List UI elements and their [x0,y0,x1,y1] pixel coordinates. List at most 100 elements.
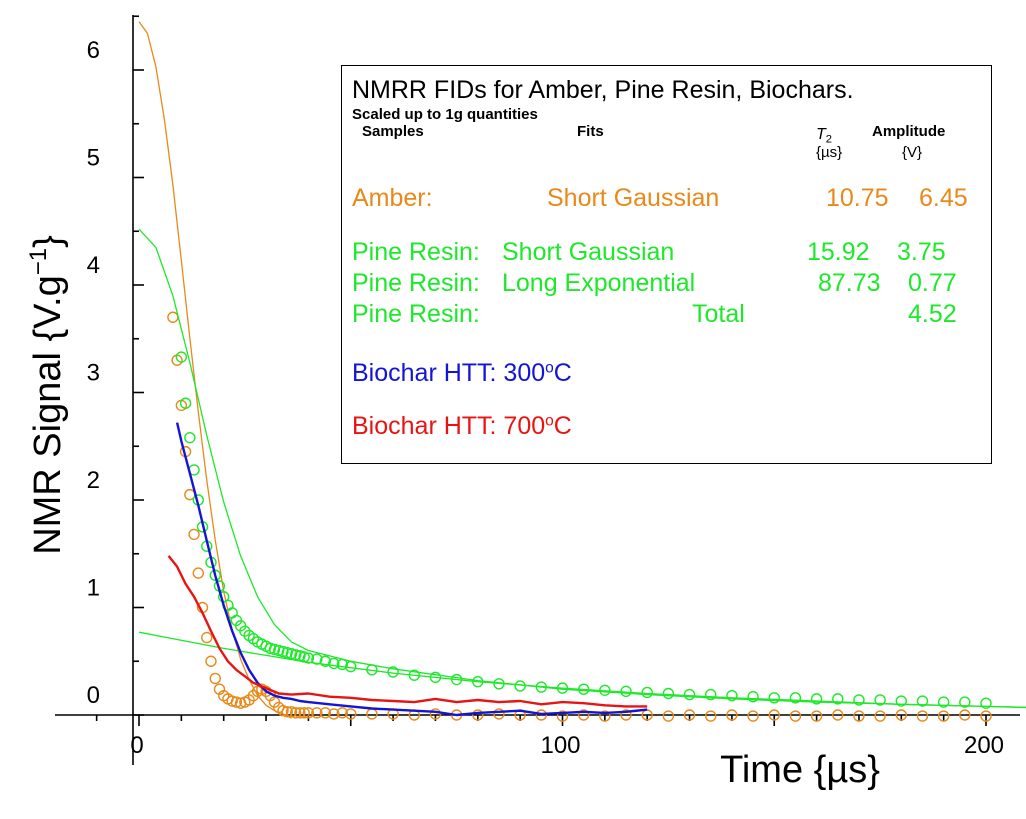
data-point [179,397,192,409]
y-axis-title-sup: −1 [25,248,52,275]
data-point [285,648,298,660]
legend-row-biochar-300: Biochar HTT: 300oC [352,359,572,388]
legend-row-biochar-300-sup: o [545,359,554,377]
data-point [167,311,179,323]
legend-row-biochar-700-main: Biochar HTT: 700 [352,412,546,440]
data-point [620,709,632,721]
data-point [302,652,315,664]
data-point [980,710,992,722]
data-point [874,710,886,722]
data-point [874,694,886,706]
legend-row-pine-long-fit: Long Exponential [502,269,696,297]
data-point [747,691,759,703]
x-tick-label: 0 [130,732,143,759]
data-point [683,688,696,701]
y-tick-label: 6 [87,37,100,64]
data-point [937,696,950,708]
data-point [209,569,221,581]
y-tick-label: 3 [87,360,100,387]
data-point [268,643,281,656]
series-line [138,21,292,719]
legend-row-pine-total-sample: Pine Resin: [352,300,480,328]
data-point [205,655,217,667]
data-point [726,709,738,721]
data-point [319,707,332,719]
legend-row-amber-fit: Short Gaussian [547,184,720,212]
data-point [705,688,717,701]
data-point [705,710,717,722]
legend-row-amber-amp: 6.45 [919,184,968,212]
data-point [895,709,907,721]
data-point [184,431,196,444]
data-point [599,710,611,722]
axes: 0 100 200 0 1 2 3 4 5 6 [55,15,1020,765]
legend-row-pine-total-fit: Total [692,300,745,328]
data-point [226,695,238,707]
legend-row-pine-short-fit: Short Gaussian [502,238,675,266]
legend-row-pine-long-amp: 0.77 [908,269,957,297]
series-4 [138,631,1026,709]
legend-row-pine-long-t2: 87.73 [818,269,881,297]
data-point [277,705,289,717]
data-point [853,710,865,722]
series-line [138,228,1026,709]
data-point [959,709,971,721]
data-point [319,655,332,667]
data-point [535,709,548,721]
data-point [789,692,802,704]
series-0 [167,311,992,722]
legend-row-pine-short-sample: Pine Resin: [352,238,480,266]
data-point [273,644,285,657]
data-point [916,695,929,707]
series-2 [175,351,992,709]
y-tick-label: 0 [87,682,100,709]
data-point [264,642,276,655]
x-tick-label: 100 [540,732,580,759]
data-point [328,657,340,670]
legend-title: NMRR FIDs for Amber, Pine Resin, Biochar… [352,76,854,104]
legend-row-pine-short-amp: 3.75 [897,238,946,266]
data-point [345,708,357,720]
data-point [429,708,442,720]
legend-head-t2-letter: T [816,126,826,143]
data-point [810,710,823,722]
series-1 [138,21,292,719]
data-point [192,567,204,579]
data-point [832,709,844,721]
data-point [281,706,293,718]
data-point [289,707,302,719]
legend-row-biochar-700-end: C [553,412,572,440]
series-6 [167,555,648,708]
y-tick-label: 4 [87,252,100,279]
data-point [493,708,505,720]
legend-row-biochar-700-sup: o [545,412,554,430]
series-3 [138,228,1026,709]
data-point [514,680,526,692]
y-tick-label: 5 [87,145,100,172]
legend-row-pine-short-t2: 15.92 [807,238,870,266]
data-point [662,710,675,722]
y-tick-label: 2 [87,467,100,494]
data-point [747,710,759,722]
data-point [285,706,298,718]
data-point [328,708,340,720]
data-point [959,696,971,708]
series-line [175,422,648,717]
legend-head-samples: Samples [362,123,424,140]
data-point [281,646,293,659]
series-layer [138,21,1026,722]
data-point [175,351,188,363]
legend-unit-t2: {µs} [816,144,843,161]
legend-row-amber-sample: Amber: [352,184,433,212]
legend-head-amplitude: Amplitude [872,123,946,140]
legend-head-t2-sub: 2 [825,133,833,146]
data-point [472,709,484,721]
data-point [366,708,378,720]
data-point [311,707,323,719]
legend-head-fits: Fits [577,123,604,140]
x-axis-title: Time {µs} [720,749,880,791]
data-point [853,694,865,706]
legend-row-pine-total-amp: 4.52 [908,300,957,328]
data-point [937,710,950,722]
